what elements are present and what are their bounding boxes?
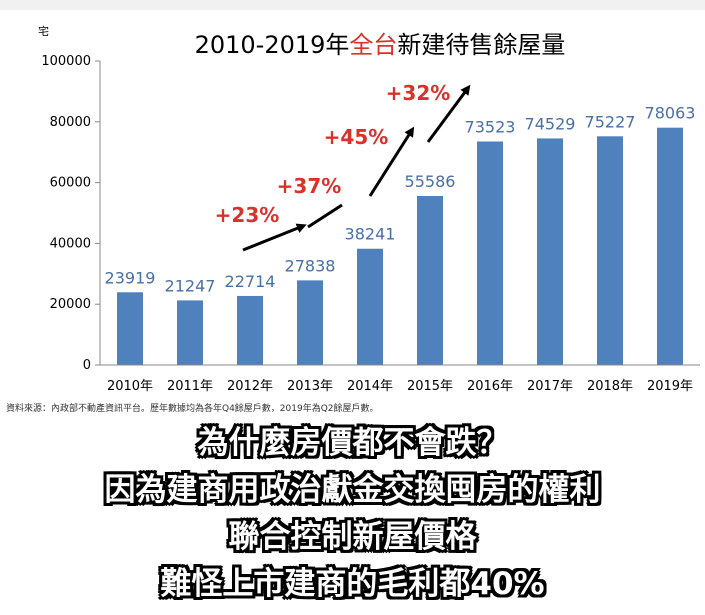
value-labels-group: 23919 21247 22714 27838 38241 55586 73523 74529… [105, 104, 696, 296]
bar [477, 141, 503, 365]
growth-arrows [242, 84, 471, 252]
bar [117, 292, 143, 365]
y-tick-label: 0 [83, 358, 91, 373]
bar-value-label: 22714 [225, 272, 276, 291]
x-tick-label: 2013年 [287, 379, 333, 394]
bars-group [117, 127, 683, 365]
growth-arrow-2 [307, 203, 343, 229]
top-strip [0, 0, 705, 10]
bar [657, 127, 683, 365]
x-axis-labels: 2010年 2011年 2012年 2013年 2014年 2015年 2016年 2017年… [107, 379, 693, 394]
growth-label: +23% [215, 203, 280, 227]
bar [177, 300, 203, 365]
x-tick-label: 2017年 [527, 379, 573, 394]
chart-title-prefix: 2010-2019年 [195, 31, 350, 59]
y-tick-label: 60000 [50, 176, 91, 191]
bar-value-label: 74529 [525, 114, 576, 133]
growth-arrow-4 [426, 84, 471, 143]
chart-title-suffix: 新建待售餘屋量 [397, 31, 565, 59]
y-axis-ticks: 0 20000 40000 60000 80000 100000 [41, 54, 100, 373]
x-tick-label: 2012年 [227, 379, 273, 394]
bar [357, 248, 383, 365]
x-tick-label: 2019年 [647, 379, 693, 394]
caption-line-2: 因為建商用政治獻金交換囤房的權利 [104, 472, 601, 508]
bar-value-label: 21247 [165, 276, 216, 295]
chart-title: 2010-2019年全台新建待售餘屋量 [195, 31, 566, 59]
x-tick-label: 2010年 [107, 379, 153, 394]
bar-value-label: 75227 [585, 112, 636, 131]
y-axis-unit: 宅 [38, 24, 49, 38]
x-tick-label: 2016年 [467, 379, 513, 394]
x-tick-label: 2014年 [347, 379, 393, 394]
y-tick-label: 40000 [50, 236, 91, 251]
bar-value-label: 78063 [645, 104, 696, 123]
x-tick-label: 2015年 [407, 379, 453, 394]
caption-line-1: 為什麼房價都不會跌？ [197, 425, 508, 461]
bar-chart: 2010-2019年全台新建待售餘屋量 宅 0 20000 40000 60000 80… [38, 24, 700, 394]
bar [597, 136, 623, 365]
y-tick-label: 100000 [41, 54, 91, 69]
y-tick-label: 20000 [50, 297, 91, 312]
bar [537, 138, 563, 365]
growth-label: +45% [324, 125, 389, 149]
caption-line-3: 聯合控制新屋價格 [228, 519, 477, 555]
growth-label: +32% [386, 81, 451, 105]
growth-labels: +23% +37% +45% +32% [215, 81, 451, 227]
bar-value-label: 73523 [465, 117, 516, 136]
bar [297, 280, 323, 365]
bar [237, 295, 263, 365]
growth-arrow-1 [242, 223, 307, 252]
bar-value-label: 38241 [345, 225, 396, 244]
bar-value-label: 23919 [105, 268, 156, 287]
x-tick-label: 2018年 [587, 379, 633, 394]
growth-arrow-3 [368, 126, 415, 197]
chart-title-highlight: 全台 [349, 31, 397, 59]
source-note: 資料來源：內政部不動產資訊平台。歷年數據均為各年Q4餘屋戶數，2019年為Q2餘… [6, 404, 379, 414]
bar-value-label: 55586 [405, 172, 456, 191]
growth-label: +37% [277, 174, 342, 198]
x-tick-label: 2011年 [167, 379, 213, 394]
y-tick-label: 80000 [50, 115, 91, 130]
bar-value-label: 27838 [285, 256, 336, 275]
caption-line-4: 難怪上市建商的毛利都40% [160, 566, 545, 602]
bar [417, 196, 443, 365]
caption-overlay: 為什麼房價都不會跌？ 因為建商用政治獻金交換囤房的權利 聯合控制新屋價格 難怪上… [0, 420, 705, 608]
